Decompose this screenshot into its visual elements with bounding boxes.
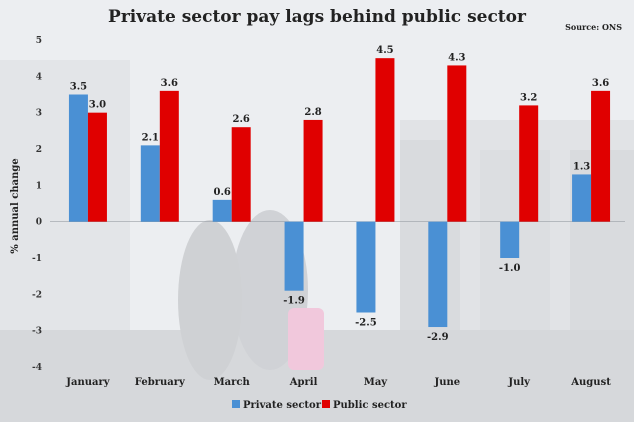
legend-swatch-public <box>322 400 330 408</box>
x-tick-label: March <box>214 377 251 388</box>
y-tick-label: 4 <box>36 72 42 82</box>
bars-group <box>68 58 611 328</box>
y-axis-label: % annual change <box>10 158 21 254</box>
bar-private-march <box>212 199 232 222</box>
bar-public-march <box>231 127 251 222</box>
data-label: 3.6 <box>161 78 178 89</box>
x-tick-label: May <box>364 377 389 388</box>
y-tick-label: -3 <box>32 327 42 337</box>
y-tick-label: -1 <box>32 254 42 264</box>
bar-private-august <box>572 174 592 222</box>
data-label: 0.6 <box>213 187 230 198</box>
bar-public-april <box>303 119 323 222</box>
chart-source: Source: ONS <box>565 22 622 32</box>
bar-private-may <box>356 221 376 313</box>
x-tick-label: July <box>507 377 531 388</box>
bar-public-august <box>591 90 611 222</box>
bar-public-june <box>447 65 467 222</box>
data-label: 3.6 <box>592 78 609 89</box>
bar-public-may <box>375 58 395 222</box>
bar-private-january <box>68 94 88 222</box>
bar-private-february <box>140 145 160 222</box>
data-label: 2.6 <box>232 114 249 125</box>
y-tick-label: 0 <box>36 218 42 228</box>
data-label: -1.0 <box>499 263 521 274</box>
x-axis-ticks: January February March April May June July Augu… <box>65 377 611 388</box>
data-label: 4.3 <box>448 52 465 63</box>
y-axis-ticks: 5 4 3 2 1 0 -1 -2 -3 -4 <box>32 36 42 373</box>
data-label: 4.5 <box>376 45 393 56</box>
bar-public-july <box>519 105 539 222</box>
data-label: 2.8 <box>304 107 321 118</box>
data-labels-group: 3.53.0 2.1 3.6 0.6 2.6 -1.9 2.8 -2.5 4.5 -2.9 4.3 -… <box>70 45 610 343</box>
y-tick-label: 3 <box>36 109 42 119</box>
bar-private-july <box>500 221 520 258</box>
data-label: -2.5 <box>355 318 377 329</box>
x-tick-label: January <box>65 377 111 388</box>
y-tick-label: -2 <box>32 290 42 300</box>
data-label: 3.0 <box>89 100 106 111</box>
y-tick-label: -4 <box>32 363 42 373</box>
data-label: -1.9 <box>283 296 305 307</box>
bar-public-january <box>87 112 107 222</box>
y-tick-label: 2 <box>36 145 42 155</box>
x-tick-label: June <box>433 377 460 388</box>
bar-private-june <box>428 221 448 328</box>
data-label: 2.1 <box>142 132 159 143</box>
legend-label-private: Private sector <box>243 400 322 411</box>
x-tick-label: August <box>570 377 611 388</box>
data-label: 3.2 <box>520 92 537 103</box>
x-tick-label: April <box>289 377 318 388</box>
x-tick-label: February <box>135 377 186 388</box>
y-tick-label: 5 <box>36 36 42 46</box>
legend-label-public: Public sector <box>333 400 407 411</box>
y-tick-label: 1 <box>36 181 42 191</box>
chart-title: Private sector pay lags behind public se… <box>108 7 527 27</box>
bar-public-february <box>159 90 179 222</box>
bar-private-april <box>284 221 304 291</box>
legend-swatch-private <box>232 400 240 408</box>
data-label: 1.3 <box>573 161 590 172</box>
data-label: -2.9 <box>427 332 449 343</box>
legend: Private sector Public sector <box>232 400 407 411</box>
data-label: 3.5 <box>70 82 87 93</box>
